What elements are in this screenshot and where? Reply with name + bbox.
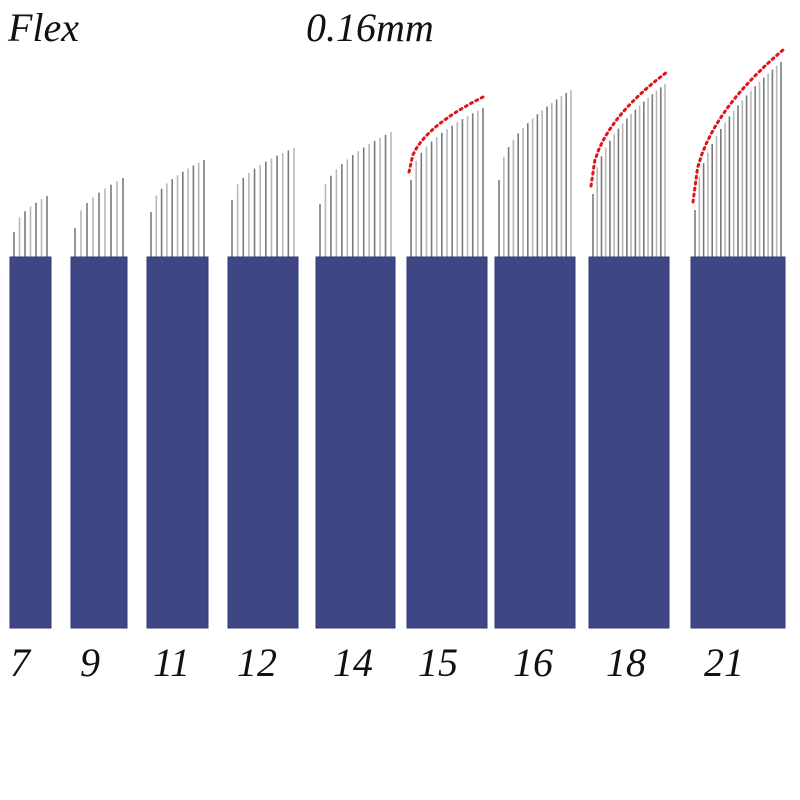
blade-11: 11: [146, 160, 209, 685]
blade-12: 12: [227, 148, 299, 685]
blade-15: 15: [406, 94, 488, 685]
blade-label: 15: [418, 640, 458, 685]
blade-body: [406, 256, 488, 629]
curve-marker: [691, 48, 785, 204]
blade-body: [588, 256, 670, 629]
blade-18: 18: [588, 70, 670, 685]
needle-pins: [319, 132, 392, 257]
needle-pins: [694, 62, 782, 257]
needle-pins: [74, 178, 124, 257]
needle-size-title: 0.16mm: [306, 5, 434, 50]
blade-label: 11: [153, 640, 190, 685]
blade-9: 9: [70, 178, 128, 685]
needle-pins: [498, 90, 572, 257]
blade-label: 18: [606, 640, 646, 685]
blade-body: [9, 256, 52, 629]
blade-label: 21: [704, 640, 744, 685]
needle-pins: [13, 196, 48, 257]
blade-14: 14: [315, 132, 396, 685]
needle-pins: [231, 148, 295, 257]
blade-body: [227, 256, 299, 629]
needle-pins: [410, 108, 484, 257]
blade-label: 16: [513, 640, 553, 685]
blade-21: 21: [690, 48, 786, 685]
blade-body: [315, 256, 396, 629]
blade-7: 7: [9, 196, 52, 685]
needle-pins: [150, 160, 205, 257]
blade-label: 12: [237, 640, 277, 685]
blade-label: 14: [333, 640, 373, 685]
curve-marker: [589, 70, 669, 188]
blade-label: 7: [10, 640, 32, 685]
blade-label: 9: [80, 640, 100, 685]
blade-body: [70, 256, 128, 629]
blade-type-title: Flex: [8, 5, 80, 50]
blade-body: [146, 256, 209, 629]
curve-marker: [407, 94, 487, 174]
needle-pins: [592, 84, 666, 257]
blade-body: [690, 256, 786, 629]
blade-body: [494, 256, 576, 629]
blade-16: 16: [494, 90, 576, 685]
